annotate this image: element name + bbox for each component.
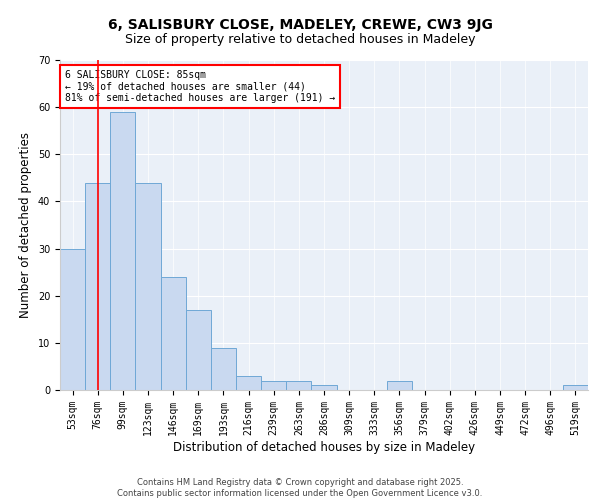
Y-axis label: Number of detached properties: Number of detached properties	[19, 132, 32, 318]
Bar	[110, 112, 136, 390]
Bar	[286, 380, 311, 390]
Bar	[211, 348, 236, 390]
Bar	[387, 380, 412, 390]
Bar	[60, 248, 85, 390]
Bar	[563, 386, 588, 390]
X-axis label: Distribution of detached houses by size in Madeley: Distribution of detached houses by size …	[173, 440, 475, 454]
Bar	[161, 277, 186, 390]
Bar	[136, 182, 161, 390]
Text: 6 SALISBURY CLOSE: 85sqm
← 19% of detached houses are smaller (44)
81% of semi-d: 6 SALISBURY CLOSE: 85sqm ← 19% of detach…	[65, 70, 335, 103]
Text: Size of property relative to detached houses in Madeley: Size of property relative to detached ho…	[125, 32, 475, 46]
Bar	[236, 376, 261, 390]
Text: 6, SALISBURY CLOSE, MADELEY, CREWE, CW3 9JG: 6, SALISBURY CLOSE, MADELEY, CREWE, CW3 …	[107, 18, 493, 32]
Bar	[85, 182, 110, 390]
Bar	[261, 380, 286, 390]
Bar	[186, 310, 211, 390]
Bar	[311, 386, 337, 390]
Text: Contains HM Land Registry data © Crown copyright and database right 2025.
Contai: Contains HM Land Registry data © Crown c…	[118, 478, 482, 498]
